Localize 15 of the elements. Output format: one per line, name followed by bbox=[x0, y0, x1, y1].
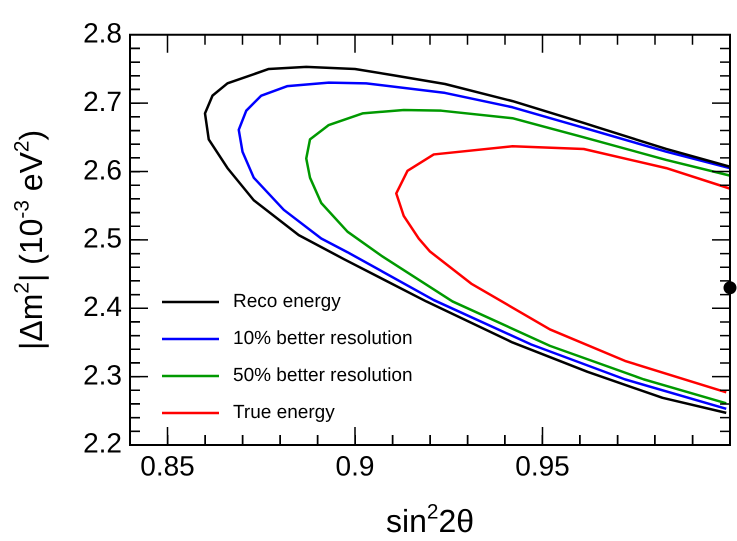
y-tick-label: 2.8 bbox=[83, 18, 122, 49]
x-tick-label: 0.85 bbox=[140, 450, 195, 482]
y-tick-label: 2.7 bbox=[83, 86, 122, 117]
y-tick-label: 2.6 bbox=[83, 154, 122, 186]
y-tick-label: 2.3 bbox=[83, 359, 122, 390]
x-tick-label: 0.9 bbox=[336, 450, 374, 482]
x-tick-label: 0.95 bbox=[515, 450, 570, 482]
legend-label: 50% better resolution bbox=[233, 365, 413, 386]
legend-label: Reco energy bbox=[233, 291, 342, 312]
y-axis-title: |Δm2| (10-3 eV2) bbox=[10, 130, 49, 350]
y-tick-label: 2.5 bbox=[83, 222, 122, 254]
y-tick-label: 2.4 bbox=[83, 290, 122, 322]
y-tick-label: 2.2 bbox=[83, 428, 122, 459]
legend-label: True energy bbox=[233, 402, 336, 424]
legend-label: 10% better resolution bbox=[233, 328, 413, 350]
